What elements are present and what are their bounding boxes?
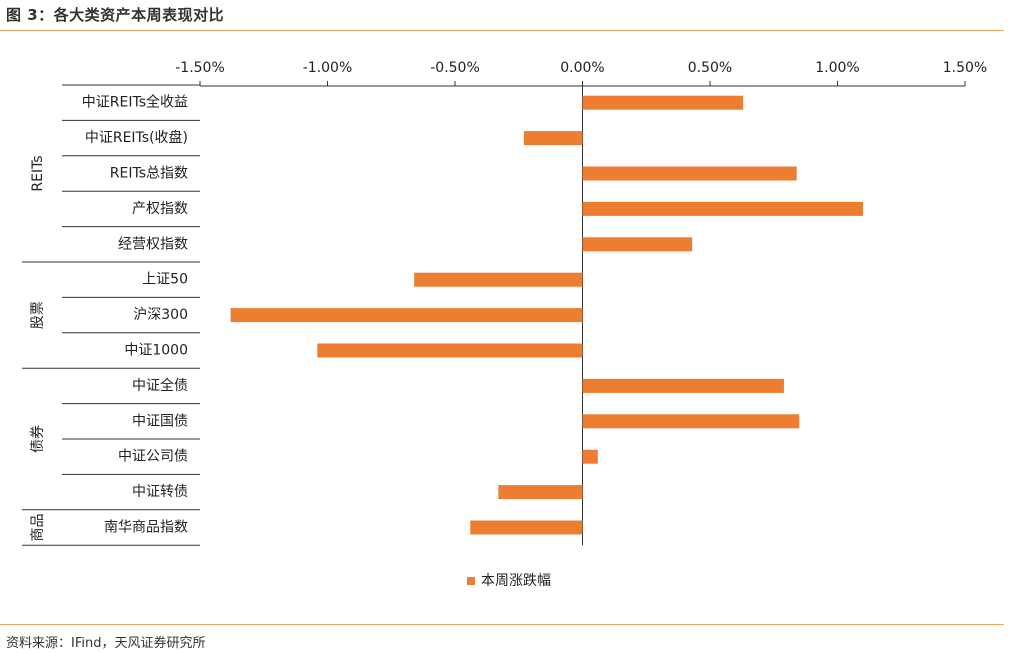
x-tick-label: -0.50% [430, 60, 480, 76]
bar [523, 131, 583, 146]
x-tick-label: 0.00% [560, 60, 604, 76]
category-label: 上证50 [142, 272, 188, 288]
category-label: 南华商品指数 [104, 520, 188, 536]
category-label: 中证国债 [132, 413, 188, 429]
bottom-divider [0, 624, 1004, 625]
x-tick-label: 1.00% [815, 60, 859, 76]
group-label: 债券 [30, 425, 46, 453]
x-tick-label: -1.00% [303, 60, 353, 76]
bar [582, 95, 744, 110]
category-label: 沪深300 [133, 307, 188, 323]
bar [230, 308, 583, 323]
bar [582, 237, 693, 252]
group-label: REITs [30, 155, 46, 191]
figure-title: 图 3：各大类资产本周表现对比 [6, 6, 225, 24]
bar [582, 378, 784, 393]
bar [582, 449, 598, 464]
bar [582, 201, 863, 216]
bar-chart: -1.50% -1.00% -0.50% 0.00% 0.50% 1.00% 1.50% RE… [22, 60, 987, 589]
group-label: 商品 [30, 514, 46, 542]
bar [414, 272, 583, 287]
bar [470, 520, 583, 535]
category-label: 中证REITs(收盘) [85, 129, 188, 146]
bar [317, 343, 583, 358]
category-label: 中证转债 [132, 484, 188, 500]
x-tick-label: 0.50% [688, 60, 732, 76]
category-label: REITs总指数 [110, 166, 188, 182]
bar [498, 485, 583, 500]
source-note: 资料来源：IFind，天风证券研究所 [6, 636, 206, 651]
x-tick-label: 1.50% [943, 60, 987, 76]
top-divider [0, 30, 1004, 31]
category-label: 中证1000 [124, 343, 188, 359]
group-label: 股票 [30, 301, 46, 329]
bar [582, 414, 800, 429]
category-label: 中证全债 [132, 377, 188, 394]
legend-label: 本周涨跌幅 [481, 573, 551, 589]
category-label: 中证公司债 [118, 449, 188, 465]
bar [582, 166, 797, 181]
category-label: 中证REITs全收益 [82, 94, 188, 111]
category-label: 经营权指数 [118, 236, 188, 252]
x-tick-label: -1.50% [175, 60, 225, 76]
legend-swatch [467, 577, 475, 585]
category-label: 产权指数 [132, 201, 188, 217]
